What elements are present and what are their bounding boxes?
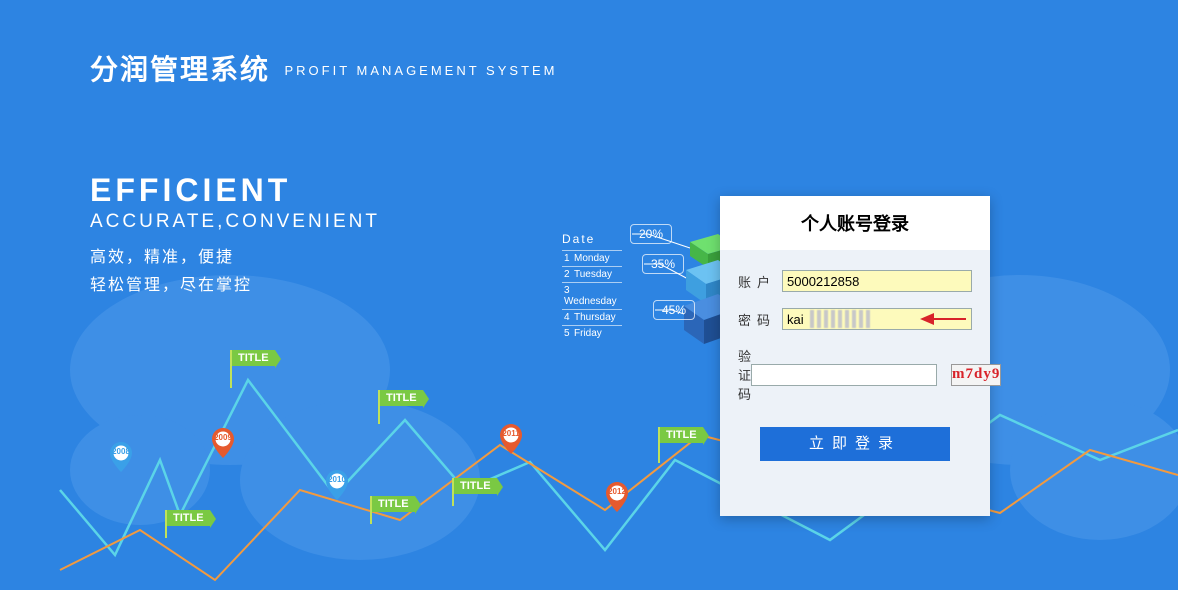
captcha-input[interactable] [751,364,937,386]
account-row: 账户 [738,270,972,292]
captcha-row: 验证码 m7dy9 [738,346,972,403]
system-title-en: PROFIT MANAGEMENT SYSTEM [284,63,557,78]
date-row: 5Friday [562,325,622,341]
login-title: 个人账号登录 [720,196,990,250]
slogan-line2: ACCURATE,CONVENIENT [90,211,380,233]
page-header: 分润管理系统 PROFIT MANAGEMENT SYSTEM [90,48,558,88]
percent-badge: 35% [642,254,684,274]
percent-badge: 20% [630,224,672,244]
captcha-label: 验证码 [738,346,751,403]
captcha-image[interactable]: m7dy9 [951,364,1001,386]
slogan-line4: 轻松管理，尽在掌控 [90,271,380,295]
date-list: Date 1Monday 2Tuesday 3Wednesday 4Thursd… [562,232,622,341]
account-label: 账户 [738,272,782,291]
password-row: 密码 [738,308,972,330]
slogan-line3: 高效，精准，便捷 [90,243,380,267]
date-row: 2Tuesday [562,266,622,282]
password-input[interactable] [782,308,972,330]
login-button[interactable]: 立即登录 [760,427,950,461]
chart-pin: 2012 [606,482,628,512]
system-title-cn: 分润管理系统 [90,54,270,85]
slogan-block: EFFICIENT ACCURATE,CONVENIENT 高效，精准，便捷 轻… [90,172,380,295]
login-panel: 个人账号登录 账户 密码 验证码 m7dy9 立即登录 [720,196,990,516]
date-row: 4Thursday [562,309,622,325]
date-row: 1Monday [562,250,622,266]
date-row: 3Wednesday [562,282,622,309]
percent-badge: 45% [653,300,695,320]
account-input[interactable] [782,270,972,292]
chart-pin: 2008 [110,442,132,472]
date-list-header: Date [562,232,622,246]
chart-pin: 2011 [500,424,522,454]
password-label: 密码 [738,310,782,329]
chart-pin: 2010 [326,470,348,500]
slogan-line1: EFFICIENT [90,172,380,209]
chart-pin: 2009 [212,428,234,458]
